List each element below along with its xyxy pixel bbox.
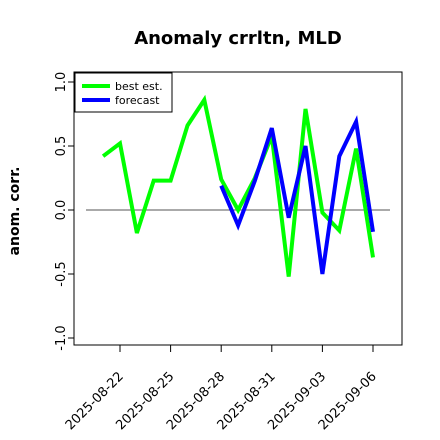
series-layer <box>101 94 375 277</box>
legend-box <box>74 72 173 113</box>
legend: best est. forecast <box>74 72 173 113</box>
y-axis: -1.0 -0.5 0.0 0.5 1.0 <box>54 72 75 351</box>
y-tick-label: 0.5 <box>54 136 69 157</box>
series-line-forecast <box>219 115 375 275</box>
chart-title: Anomaly crrltn, MLD <box>134 28 342 49</box>
x-axis: 2025-08-222025-08-252025-08-282025-08-31… <box>63 345 380 433</box>
y-tick-label: 1.0 <box>54 72 69 93</box>
legend-label-best-est: best est. <box>115 80 163 93</box>
series-line-best-est <box>101 94 375 277</box>
y-axis-label: anom. corr. <box>7 167 23 256</box>
legend-label-forecast: forecast <box>115 94 160 107</box>
y-tick-label: -1.0 <box>54 325 69 350</box>
y-tick-label: -0.5 <box>54 261 69 286</box>
y-tick-label: 0.0 <box>54 200 69 221</box>
